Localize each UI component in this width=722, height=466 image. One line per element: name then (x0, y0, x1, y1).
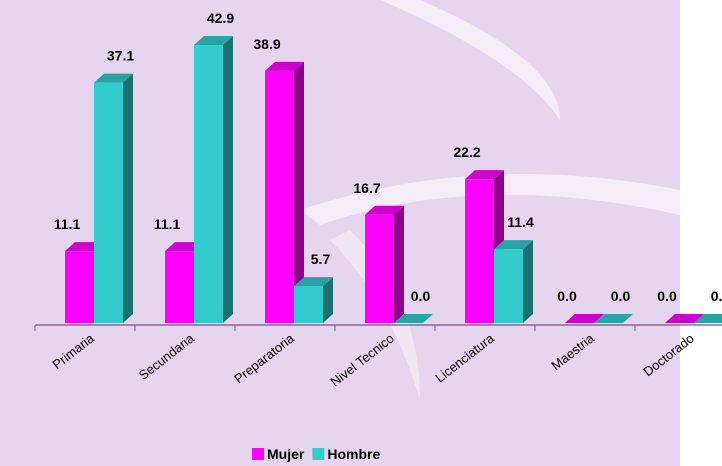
legend-swatch (252, 448, 264, 460)
bar (265, 61, 304, 323)
bar-front (65, 251, 94, 323)
data-label: 42.9 (207, 10, 234, 26)
bar (194, 36, 233, 324)
bar-front (194, 45, 223, 324)
legend-label: Mujer (267, 446, 305, 462)
bar (365, 205, 404, 323)
bar-top (265, 61, 304, 71)
data-label: 22.2 (453, 144, 480, 160)
bar (94, 73, 133, 323)
legend-swatch (312, 448, 325, 460)
legend-label: Hombre (327, 446, 380, 462)
bar-top (494, 240, 533, 250)
bar-top (594, 314, 633, 323)
data-label: 38.9 (253, 36, 280, 52)
bar-side (223, 36, 233, 324)
bar-side (523, 240, 533, 323)
data-label: 37.1 (107, 48, 134, 64)
bar-front (494, 249, 523, 323)
bar-front (365, 214, 394, 323)
bar-top (365, 205, 404, 215)
bar-front (294, 286, 323, 323)
bar-front (265, 70, 294, 323)
bar-front (165, 251, 194, 323)
bar-top (465, 170, 504, 180)
data-label: 0.0 (411, 288, 431, 304)
legend: Mujer Hombre (252, 446, 380, 462)
bar (565, 314, 604, 323)
bar (594, 314, 633, 323)
decor (380, 0, 560, 120)
bar-side (123, 73, 133, 323)
bar-front (94, 82, 123, 323)
bar (494, 240, 533, 323)
data-label: 5.7 (311, 251, 331, 267)
bar-top (694, 314, 722, 323)
data-label: 0.0 (711, 288, 722, 304)
bar (694, 314, 722, 323)
bar (294, 277, 333, 323)
bar-top (194, 36, 233, 46)
bar-front (465, 179, 494, 323)
data-label: 11.1 (54, 216, 81, 232)
bar (465, 170, 504, 323)
bar-top (565, 314, 604, 323)
decor (300, 174, 680, 225)
bar-top (665, 314, 704, 323)
data-label: 11.4 (507, 214, 534, 230)
bar (665, 314, 704, 323)
bar (394, 314, 433, 323)
bar-side (394, 205, 404, 323)
bar-side (294, 61, 304, 323)
data-label: 0.0 (657, 288, 677, 304)
bar-top (94, 73, 133, 83)
data-label: 11.1 (154, 216, 181, 232)
bar-top (294, 277, 333, 287)
bar-side (323, 277, 333, 323)
data-label: 0.0 (557, 288, 577, 304)
data-label: 16.7 (353, 180, 380, 196)
bar-top (394, 314, 433, 323)
data-label: 0.0 (611, 288, 631, 304)
